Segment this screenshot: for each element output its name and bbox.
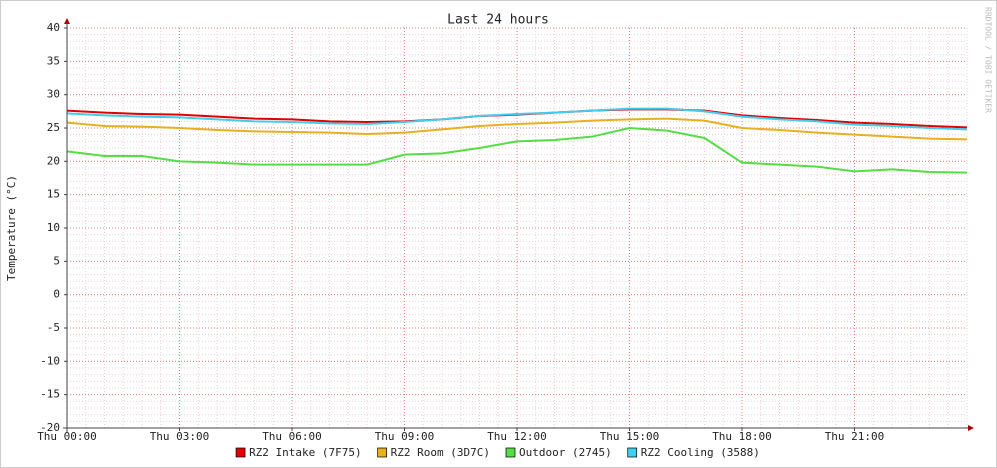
y-tick-label: 15 xyxy=(47,188,60,201)
y-axis-label: Temperature (°C) xyxy=(5,175,18,281)
x-tick-label: Thu 21:00 xyxy=(825,430,885,443)
y-tick-label: 30 xyxy=(47,88,60,101)
y-tick-label: 5 xyxy=(53,254,60,267)
y-arrow xyxy=(64,18,70,24)
plot xyxy=(66,107,968,174)
legend-label: RZ2 Cooling (3588) xyxy=(641,446,760,459)
x-tick-label: Thu 03:00 xyxy=(150,430,210,443)
y-tick-label: 0 xyxy=(53,288,60,301)
y-tick-label: 25 xyxy=(47,121,60,134)
x-tick-label: Thu 18:00 xyxy=(712,430,772,443)
x-tick-label: Thu 15:00 xyxy=(600,430,660,443)
legend-label: RZ2 Room (3D7C) xyxy=(391,446,490,459)
legend-swatch xyxy=(627,447,638,458)
chart-title: Last 24 hours xyxy=(447,13,549,28)
legend-label: RZ2 Intake (7F75) xyxy=(249,446,362,459)
series-line xyxy=(66,126,968,174)
x-tick-label: Thu 12:00 xyxy=(487,430,547,443)
x-tick-label: Thu 00:00 xyxy=(37,430,97,443)
y-tick-label: -20 xyxy=(40,421,60,434)
y-tick-label: -5 xyxy=(47,321,60,334)
y-tick-label: 20 xyxy=(47,154,60,167)
y-tick-label: 10 xyxy=(47,221,60,234)
legend-swatch xyxy=(235,447,246,458)
y-tick-label: 40 xyxy=(47,21,60,34)
legend: RZ2 Intake (7F75) RZ2 Room (3D7C) Outdoor … xyxy=(235,446,760,459)
y-tick-label: -15 xyxy=(40,388,60,401)
series-line xyxy=(66,117,968,141)
legend-label: Outdoor (2745) xyxy=(519,446,612,459)
y-tick-label: 35 xyxy=(47,54,60,67)
legend-swatch xyxy=(377,447,388,458)
legend-swatch xyxy=(505,447,516,458)
watermark: RRDTOOL / TOBI OETIKER xyxy=(984,7,993,113)
y-tick-label: -10 xyxy=(40,354,60,367)
series-line xyxy=(66,107,968,131)
x-arrow xyxy=(968,425,974,431)
x-tick-label: Thu 06:00 xyxy=(262,430,322,443)
axes xyxy=(63,18,974,432)
grid xyxy=(64,27,968,431)
x-tick-label: Thu 09:00 xyxy=(375,430,435,443)
